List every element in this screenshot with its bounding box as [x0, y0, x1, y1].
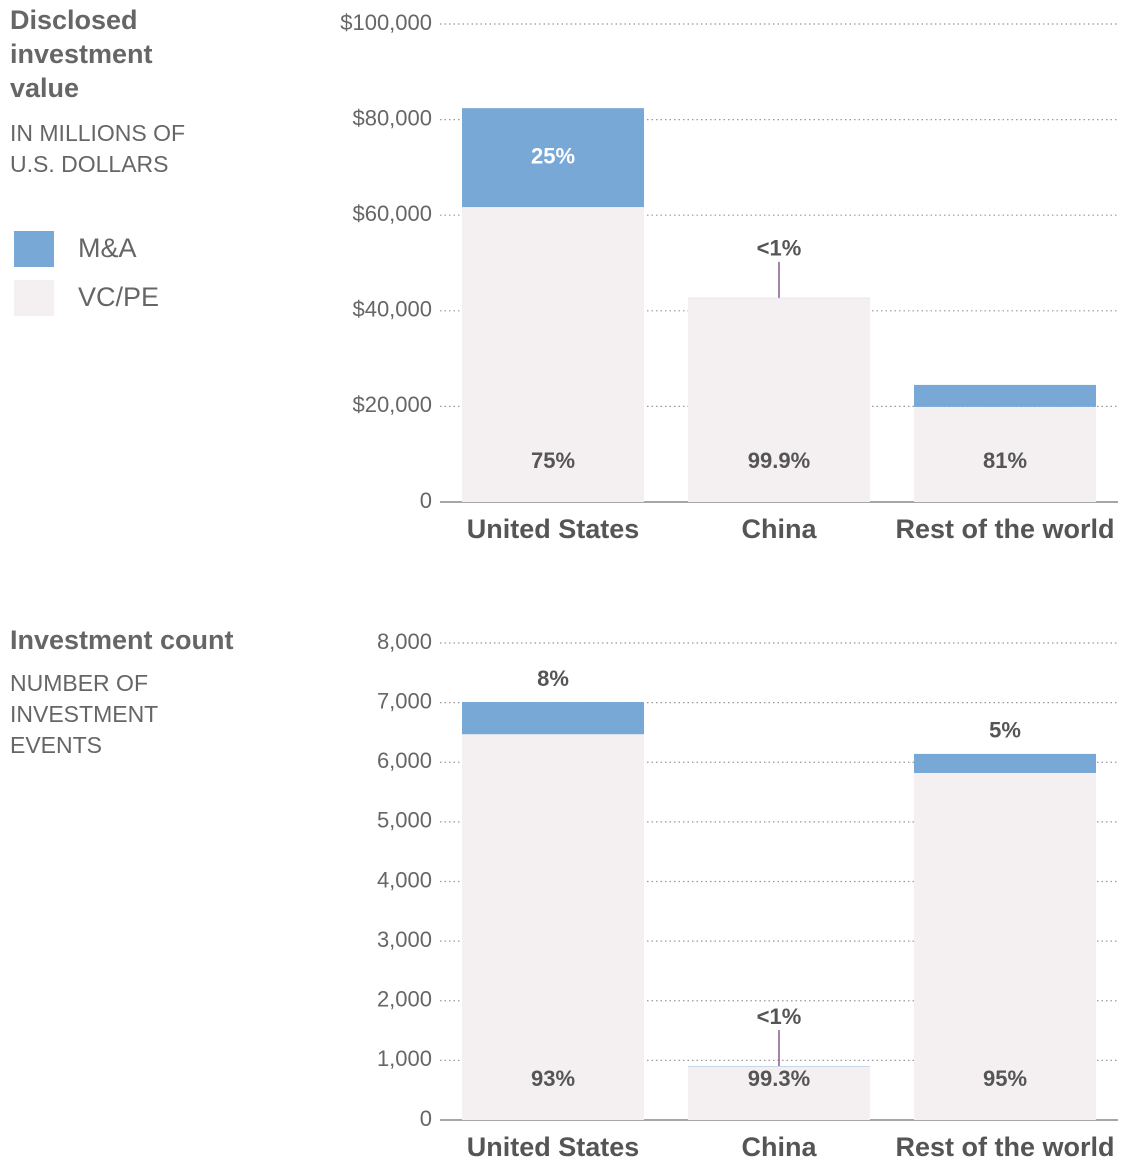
chart-title: Investment count	[10, 625, 234, 655]
bar-segment	[688, 298, 870, 502]
x-tick-label: China	[741, 514, 817, 544]
chart-subtitle: NUMBER OF INVESTMENT EVENTS	[10, 670, 158, 758]
legend-swatch	[14, 231, 54, 267]
y-tick-label: $20,000	[352, 392, 432, 417]
x-tick-label: China	[741, 1132, 817, 1162]
legend-swatch	[14, 280, 54, 316]
data-label: 93%	[531, 1066, 575, 1091]
data-label: 25%	[531, 143, 575, 168]
x-tick-label: United States	[467, 1132, 640, 1162]
data-label: 8%	[537, 666, 569, 691]
legend-label: VC/PE	[78, 282, 159, 312]
y-tick-label: 2,000	[377, 987, 432, 1012]
chart-title: Disclosed investment value	[10, 5, 153, 103]
data-label: <1%	[757, 1004, 802, 1029]
data-label: 95%	[983, 1066, 1027, 1091]
y-tick-label: $60,000	[352, 201, 432, 226]
y-tick-label: 8,000	[377, 629, 432, 654]
y-tick-label: 0	[420, 488, 432, 513]
data-label: 75%	[531, 448, 575, 473]
y-tick-label: 6,000	[377, 748, 432, 773]
bar-segment	[462, 702, 644, 735]
y-tick-label: $80,000	[352, 105, 432, 130]
data-label: 99.9%	[748, 448, 810, 473]
chart-subtitle: IN MILLIONS OF U.S. DOLLARS	[10, 120, 186, 177]
bar-segment	[462, 207, 644, 502]
y-tick-label: 3,000	[377, 927, 432, 952]
bar-segment	[914, 406, 1096, 502]
x-tick-label: United States	[467, 514, 640, 544]
x-tick-label: Rest of the world	[895, 1132, 1114, 1162]
data-label: 5%	[989, 718, 1021, 743]
data-label: 99.3%	[748, 1066, 810, 1091]
y-tick-label: 7,000	[377, 688, 432, 713]
y-tick-label: 5,000	[377, 808, 432, 833]
legend-label: M&A	[78, 233, 137, 263]
bar-segment	[914, 772, 1096, 1120]
bar-segment	[688, 1066, 870, 1120]
y-tick-label: $40,000	[352, 297, 432, 322]
bar-segment	[462, 734, 644, 1120]
data-label: 81%	[983, 448, 1027, 473]
data-label: <1%	[757, 236, 802, 261]
y-tick-label: 1,000	[377, 1046, 432, 1071]
bar-segment	[914, 384, 1096, 407]
y-tick-label: 0	[420, 1106, 432, 1131]
bar-segment	[914, 753, 1096, 773]
y-tick-label: 4,000	[377, 867, 432, 892]
bar-segment	[462, 108, 644, 208]
x-tick-label: Rest of the world	[895, 514, 1114, 544]
y-tick-label: $100,000	[340, 10, 432, 35]
